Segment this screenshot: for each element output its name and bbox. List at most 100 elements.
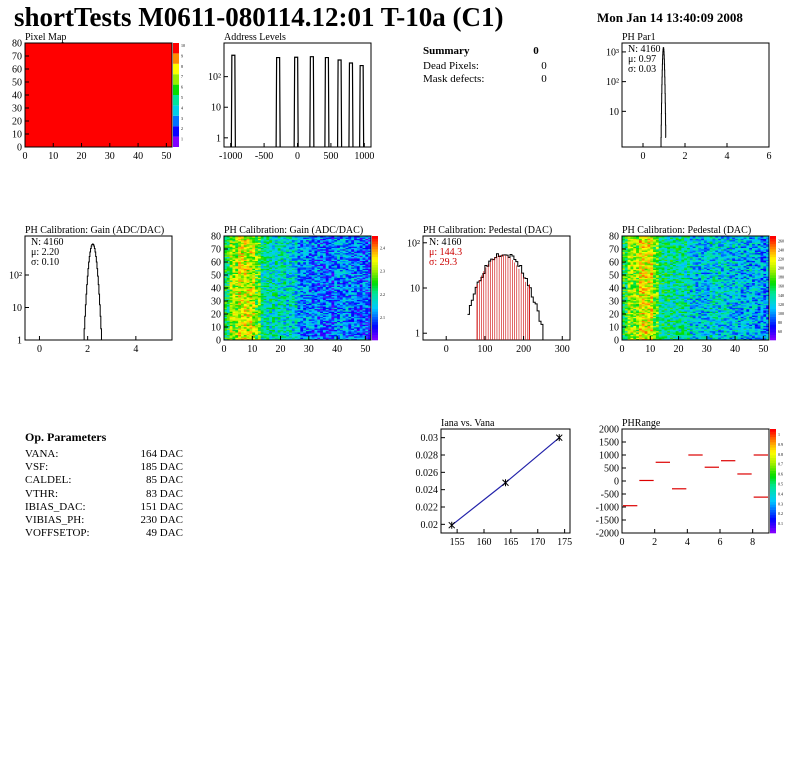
heatmap-cell bbox=[331, 293, 335, 295]
heatmap-cell bbox=[232, 295, 236, 298]
heatmap-cell bbox=[345, 246, 349, 248]
heatmap-cell bbox=[246, 262, 250, 264]
heatmap-cell bbox=[240, 303, 245, 306]
heatmap-cell bbox=[260, 268, 264, 271]
heatmap-cell bbox=[280, 237, 284, 239]
heatmap-cell bbox=[337, 294, 341, 297]
heatmap-cell bbox=[272, 271, 276, 273]
heatmap-cell bbox=[269, 323, 273, 325]
heatmap-cell bbox=[249, 317, 253, 320]
heatmap-cell bbox=[297, 260, 301, 263]
heatmap-cell bbox=[224, 298, 228, 300]
heatmap-cell bbox=[257, 304, 262, 307]
heatmap-cell bbox=[339, 319, 344, 321]
heatmap-cell bbox=[365, 325, 369, 328]
heatmap-cell bbox=[365, 288, 369, 290]
heatmap-cell bbox=[297, 250, 301, 252]
heatmap-cell bbox=[229, 269, 233, 272]
heatmap-cell bbox=[348, 311, 352, 313]
heatmap-cell bbox=[226, 315, 230, 317]
heatmap-cell bbox=[249, 315, 253, 317]
heatmap-cell bbox=[345, 303, 349, 306]
heatmap-cell bbox=[320, 293, 324, 295]
heatmap-cell bbox=[328, 236, 332, 238]
heatmap-cell bbox=[235, 290, 239, 293]
heatmap-cell bbox=[291, 271, 295, 273]
heatmap-cell bbox=[238, 269, 242, 272]
heatmap-cell bbox=[260, 337, 264, 339]
heatmap-cell bbox=[286, 310, 290, 312]
heatmap-cell bbox=[229, 325, 233, 328]
heatmap-cell bbox=[354, 268, 358, 271]
heatmap-cell bbox=[339, 254, 344, 256]
heatmap-cell bbox=[291, 243, 295, 246]
heatmap-cell bbox=[246, 289, 250, 291]
heatmap-cell bbox=[280, 321, 284, 324]
heatmap-cell bbox=[311, 301, 315, 303]
heatmap-cell bbox=[351, 297, 355, 299]
heatmap-cell bbox=[308, 316, 312, 319]
heatmap-cell bbox=[317, 262, 321, 264]
histogram-peak bbox=[336, 59, 343, 148]
heatmap-cell bbox=[229, 301, 233, 303]
heatmap-cell bbox=[348, 328, 352, 330]
heatmap-cell bbox=[255, 236, 259, 238]
heatmap-cell bbox=[283, 241, 287, 243]
heatmap-cell bbox=[305, 269, 310, 272]
heatmap-cell bbox=[325, 308, 329, 311]
heatmap-cell bbox=[356, 312, 360, 315]
heatmap-cell bbox=[339, 336, 344, 338]
heatmap-cell bbox=[232, 245, 236, 247]
heatmap-cell bbox=[269, 275, 273, 277]
heatmap-cell bbox=[252, 264, 256, 267]
heatmap-cell bbox=[291, 284, 295, 286]
y-tick-label: 50 bbox=[12, 78, 22, 89]
heatmap-cell bbox=[274, 277, 279, 280]
heatmap-cell bbox=[308, 280, 312, 282]
heatmap-cell bbox=[235, 284, 239, 286]
heatmap-cell bbox=[263, 291, 267, 294]
heatmap-cell bbox=[345, 259, 349, 261]
heatmap-cell bbox=[359, 315, 363, 317]
heatmap-cell bbox=[286, 307, 290, 310]
heatmap-cell bbox=[362, 258, 366, 260]
heatmap-cell bbox=[362, 323, 366, 325]
heatmap-cell bbox=[325, 328, 329, 330]
heatmap-cell bbox=[289, 286, 293, 289]
heatmap-cell bbox=[229, 278, 233, 281]
heatmap-cell bbox=[322, 297, 327, 299]
heatmap-cell bbox=[322, 332, 327, 334]
heatmap-cell bbox=[339, 308, 344, 311]
heatmap-cell bbox=[331, 288, 335, 290]
heatmap-cell bbox=[622, 310, 626, 312]
heatmap-cell bbox=[320, 246, 324, 248]
heatmap-cell bbox=[246, 323, 250, 325]
heatmap-cell bbox=[359, 284, 363, 286]
heatmap-cell bbox=[286, 254, 290, 256]
heatmap-cell bbox=[339, 255, 344, 258]
heatmap-cell bbox=[342, 284, 346, 286]
heatmap-cell bbox=[272, 333, 276, 336]
heatmap-cell bbox=[257, 250, 262, 252]
heatmap-cell bbox=[300, 276, 304, 278]
heatmap-cell bbox=[224, 316, 228, 319]
heatmap-cell bbox=[226, 281, 230, 284]
heatmap-cell bbox=[320, 310, 324, 312]
heatmap-cell bbox=[359, 262, 363, 264]
heatmap-cell bbox=[339, 288, 344, 290]
heatmap-cell bbox=[240, 311, 245, 313]
heatmap-cell bbox=[260, 294, 264, 297]
heatmap-cell bbox=[249, 333, 253, 336]
heatmap-cell bbox=[297, 269, 301, 272]
heatmap-cell bbox=[356, 311, 360, 313]
heatmap-cell bbox=[356, 275, 360, 277]
heatmap-cell bbox=[328, 314, 332, 316]
heatmap-cell bbox=[325, 297, 329, 299]
heatmap-cell bbox=[235, 314, 239, 316]
heatmap-cell bbox=[272, 330, 276, 333]
heatmap-cell bbox=[291, 311, 295, 313]
heatmap-cell bbox=[359, 282, 363, 285]
palette-cell bbox=[372, 332, 378, 336]
heatmap-cell bbox=[345, 302, 349, 304]
heatmap-cell bbox=[291, 251, 295, 254]
